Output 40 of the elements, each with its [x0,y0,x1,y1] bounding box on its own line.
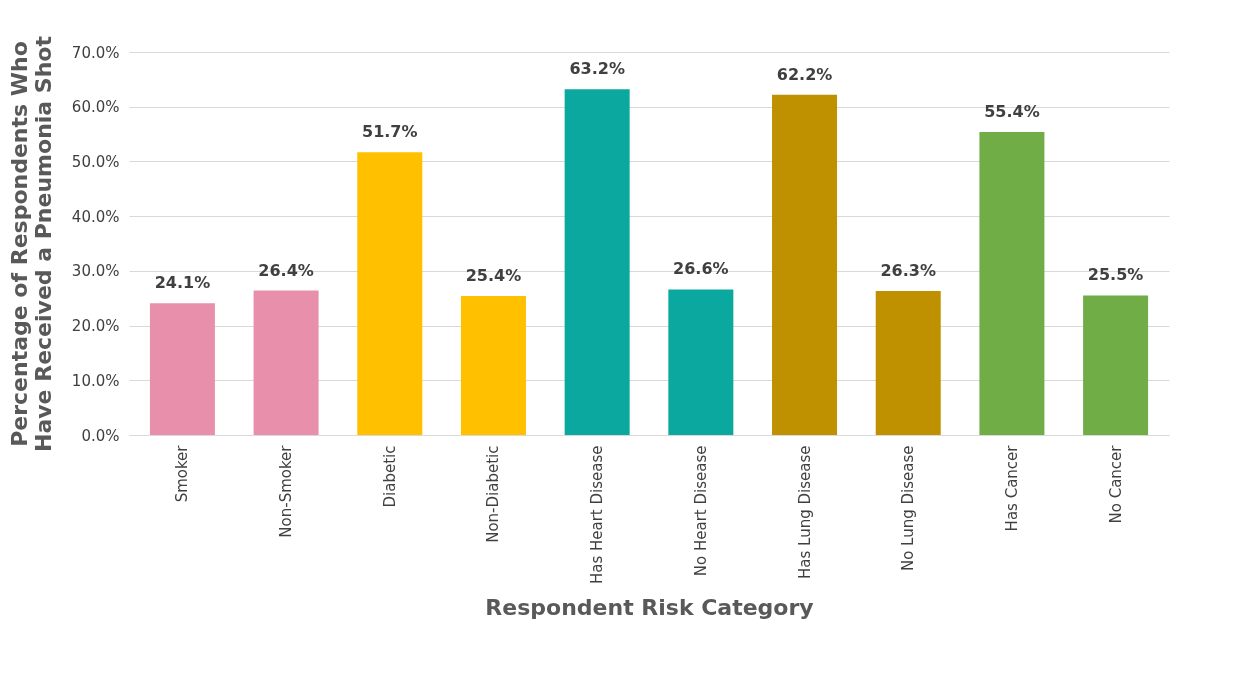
y-tick-label: 50.0% [71,152,120,171]
data-label: 26.6% [673,259,729,279]
data-label: 55.4% [984,101,1040,121]
data-label: 26.4% [258,260,314,280]
data-label: 51.7% [362,122,418,142]
bar [1083,295,1149,435]
bar [875,291,941,435]
x-axis-title: Respondent Risk Category [485,595,814,621]
x-tick-label: Non-Diabetic [484,445,503,543]
data-label: 24.1% [154,273,211,293]
y-tick-label: 20.0% [71,317,120,336]
y-tick-label: 40.0% [71,207,120,226]
bar [357,152,423,435]
bar [772,94,838,435]
data-label: 26.3% [880,261,936,281]
bar [564,89,630,435]
y-tick-label: 10.0% [71,371,120,390]
x-tick-label: No Heart Disease [691,445,710,577]
data-label: 25.5% [1087,265,1144,285]
x-tick-label: Has Cancer [1002,444,1021,532]
x-tick-label: Smoker [173,444,192,503]
bar [253,290,319,435]
x-tick-label: Has Lung Disease [795,445,814,579]
x-tick-label: Non-Smoker [277,444,296,538]
bar [460,296,526,435]
x-tick-label: No Lung Disease [899,445,918,572]
y-axis-title: Percentage of Respondents Who Have Received a Pneumonia Shot [6,35,56,452]
bar [149,303,215,435]
y-tick-label: 70.0% [71,43,120,62]
data-label: 62.2% [776,64,833,84]
y-tick-label: 60.0% [71,98,120,117]
data-label: 63.2% [569,59,625,79]
x-tick-label: Has Heart Disease [588,445,607,585]
x-tick-label: No Cancer [1106,444,1125,524]
x-tick-label: Diabetic [380,445,399,508]
bar [668,289,734,435]
bar [979,131,1045,435]
y-tick-label: 0.0% [81,426,120,445]
y-tick-label: 30.0% [71,262,120,281]
data-label: 25.4% [465,266,522,286]
